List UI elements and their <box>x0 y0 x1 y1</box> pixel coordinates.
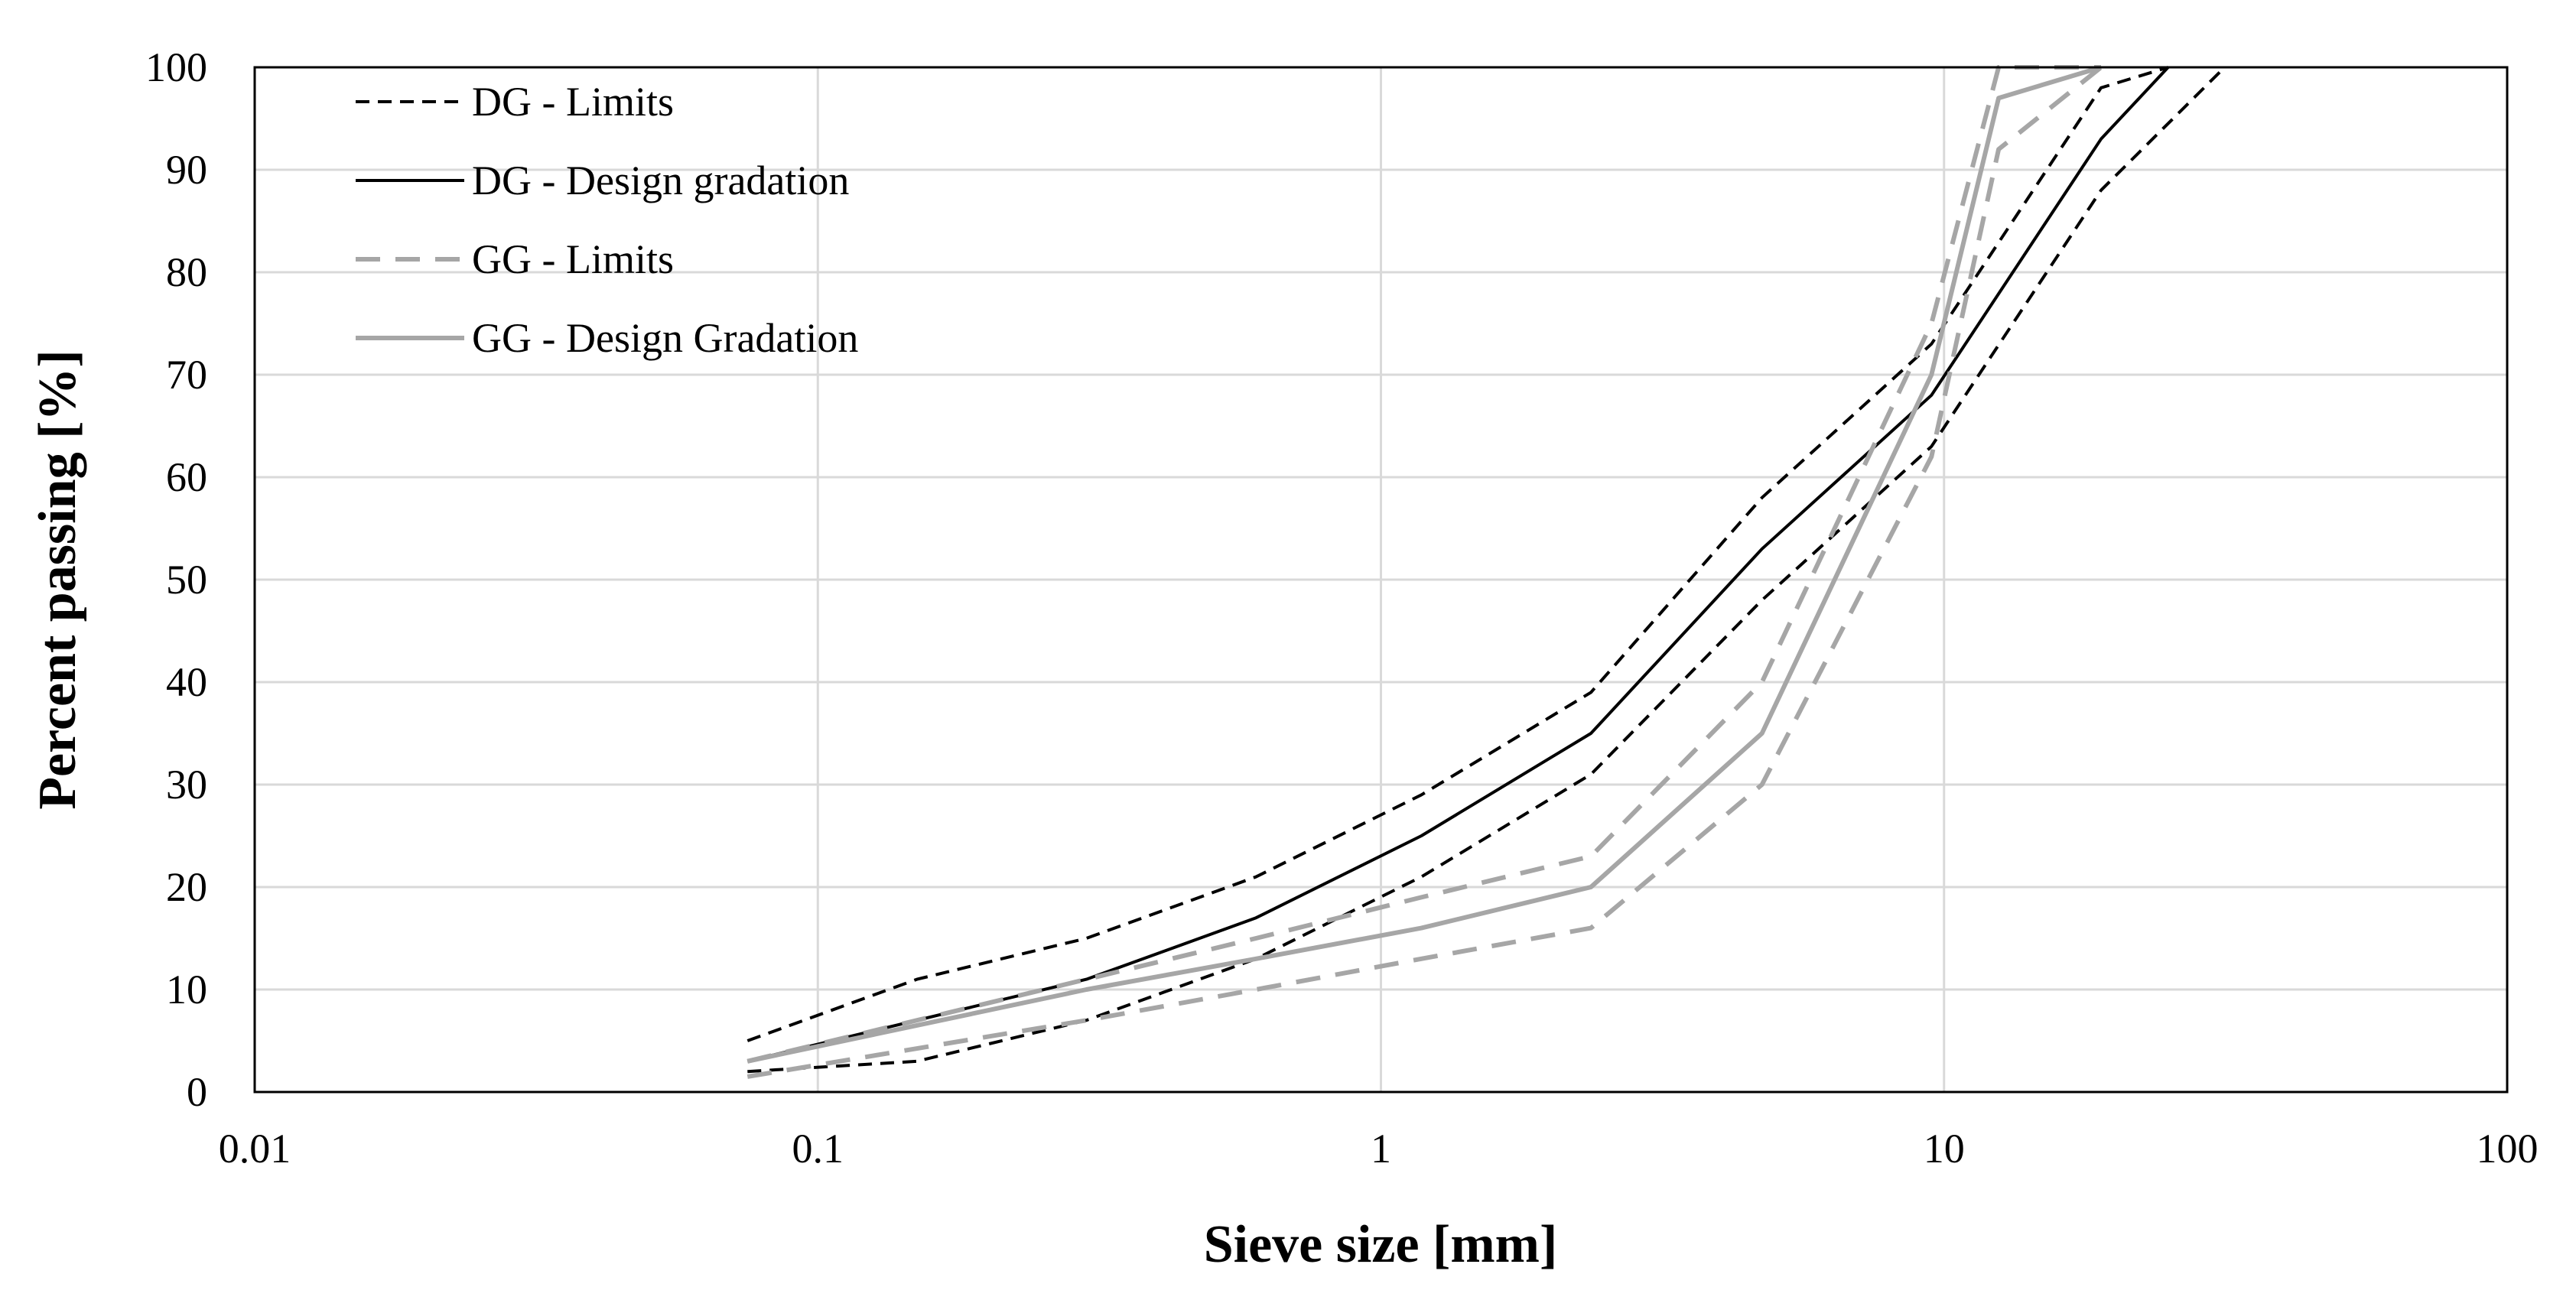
series-line-gg-limits-lower <box>746 65 2103 1079</box>
y-tick-label: 10 <box>166 967 207 1012</box>
x-tick-label: 0.1 <box>792 1126 844 1172</box>
y-tick-label: 60 <box>166 454 207 500</box>
legend-label: DG - Design gradation <box>472 158 849 203</box>
series-group <box>746 65 2226 1079</box>
series-line-dg-limits-upper <box>746 66 2169 1042</box>
y-tick-label: 100 <box>145 44 207 90</box>
x-tick-label: 100 <box>2477 1126 2539 1172</box>
y-tick-label: 40 <box>166 659 207 705</box>
series-line-gg-design-gradation <box>746 65 2102 1064</box>
y-tick-label: 50 <box>166 557 207 603</box>
x-axis-title: Sieve size [mm] <box>1204 1215 1558 1274</box>
y-tick-label: 90 <box>166 147 207 193</box>
y-axis-ticks: 0 10 20 30 40 50 60 70 80 90 100 <box>145 44 207 1115</box>
plot-frame <box>253 66 2509 1094</box>
y-tick-label: 0 <box>187 1069 207 1115</box>
y-axis-title: Percent passing [%] <box>28 349 87 809</box>
x-tick-label: 1 <box>1371 1126 1391 1172</box>
legend-label: DG - Limits <box>472 79 674 125</box>
series-line-dg-limits-lower <box>747 66 2226 1074</box>
legend-label: GG - Design Gradation <box>472 315 858 361</box>
y-tick-label: 80 <box>166 249 207 295</box>
x-tick-label: 10 <box>1924 1126 1965 1172</box>
legend: DG - Limits DG - Design gradation GG - Lim… <box>356 79 858 361</box>
y-tick-label: 30 <box>166 762 207 808</box>
x-tick-label: 0.01 <box>219 1126 291 1172</box>
x-axis-ticks: 0.01 0.1 1 10 100 <box>219 1126 2539 1172</box>
series-line-gg-limits-upper <box>746 65 2101 1064</box>
y-tick-label: 70 <box>166 352 207 398</box>
legend-label: GG - Limits <box>472 236 674 282</box>
y-tick-label: 20 <box>166 864 207 910</box>
grid <box>255 67 2507 1092</box>
